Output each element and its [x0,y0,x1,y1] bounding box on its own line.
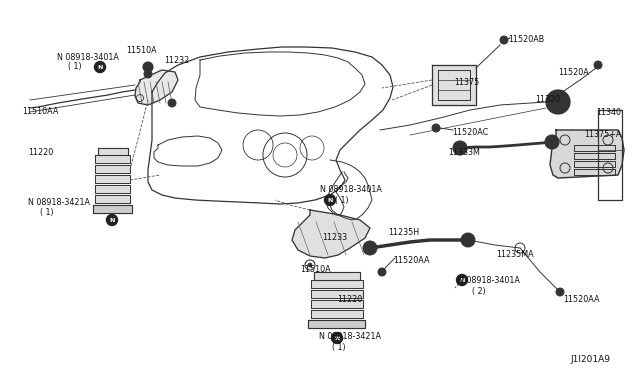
Circle shape [107,215,117,225]
Circle shape [457,275,467,285]
Text: 11510A: 11510A [126,46,157,55]
Text: 11235H: 11235H [388,228,419,237]
Circle shape [168,99,176,107]
Polygon shape [93,205,132,213]
Circle shape [453,141,467,155]
Circle shape [325,195,335,205]
Text: 11510A: 11510A [300,265,331,274]
Circle shape [332,333,342,343]
Circle shape [144,70,152,78]
Polygon shape [308,320,365,328]
Text: 11233: 11233 [322,233,347,242]
Text: 11235MA: 11235MA [496,250,534,259]
Text: N 08918-3401A: N 08918-3401A [320,185,382,194]
Text: ( 1): ( 1) [335,196,349,205]
Polygon shape [574,169,615,175]
Text: 11510AA: 11510AA [22,107,58,116]
Polygon shape [95,195,130,203]
Circle shape [106,215,118,225]
Circle shape [546,90,570,114]
Text: 11375: 11375 [454,78,479,87]
Polygon shape [95,165,130,173]
Polygon shape [574,145,615,151]
Text: ( 1): ( 1) [332,343,346,352]
Text: 11520AB: 11520AB [508,35,544,44]
Polygon shape [314,272,360,280]
Text: 11520A: 11520A [558,68,589,77]
Polygon shape [574,153,615,159]
Circle shape [324,195,335,205]
Text: 11520AA: 11520AA [393,256,429,265]
Text: 11232: 11232 [164,56,189,65]
Text: ( 2): ( 2) [472,287,486,296]
Text: 11220: 11220 [28,148,53,157]
Circle shape [432,124,440,132]
Polygon shape [550,130,624,178]
Text: N 08918-3421A: N 08918-3421A [28,198,90,207]
Text: N: N [97,64,102,70]
Text: J1I201A9: J1I201A9 [570,355,610,364]
Polygon shape [95,155,130,163]
Polygon shape [432,65,476,105]
Polygon shape [95,185,130,193]
Text: N 08918-3401A: N 08918-3401A [458,276,520,285]
Polygon shape [135,70,178,105]
Text: N: N [460,278,465,282]
Polygon shape [98,148,128,155]
Text: N: N [109,218,115,222]
Circle shape [95,61,106,73]
Circle shape [461,233,475,247]
Text: 11320: 11320 [535,95,560,104]
Text: ( 1): ( 1) [68,62,82,71]
Text: 11520AA: 11520AA [563,295,600,304]
Text: 11340: 11340 [596,108,621,117]
Circle shape [500,36,508,44]
Circle shape [143,62,153,72]
Text: N: N [327,198,333,202]
Polygon shape [311,280,363,288]
Polygon shape [95,175,130,183]
Polygon shape [311,290,363,298]
Text: N 08918-3401A: N 08918-3401A [57,53,119,62]
Circle shape [332,333,342,343]
Circle shape [456,275,467,285]
Text: 11520AC: 11520AC [452,128,488,137]
Circle shape [308,263,312,267]
Polygon shape [292,210,370,258]
Text: 11333M: 11333M [448,148,480,157]
Text: 11220: 11220 [337,295,362,304]
Text: N: N [334,336,340,340]
Circle shape [594,61,602,69]
Circle shape [378,268,386,276]
Circle shape [552,96,564,108]
Circle shape [363,241,377,255]
Polygon shape [311,300,363,308]
Circle shape [556,288,564,296]
Polygon shape [574,161,615,167]
Text: N 08918-3421A: N 08918-3421A [319,332,381,341]
Text: ( 1): ( 1) [40,208,54,217]
Circle shape [545,135,559,149]
Text: 11375+A: 11375+A [584,130,621,139]
Polygon shape [311,310,363,318]
